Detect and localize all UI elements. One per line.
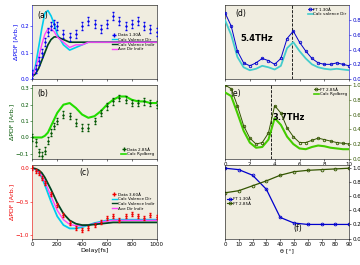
X-axis label: Frequency [THz]: Frequency [THz] [261, 169, 313, 174]
X-axis label: Delay[fs]: Delay[fs] [80, 248, 109, 253]
Legend: FT 1.30Å, FT 2.85Å: FT 1.30Å, FT 2.85Å [227, 197, 252, 206]
Text: (f): (f) [293, 224, 302, 233]
Legend: Data 2.85Å, Calc Rydberg: Data 2.85Å, Calc Rydberg [121, 147, 154, 157]
Text: (b): (b) [37, 89, 48, 98]
Y-axis label: ΔPDF [Arb.]: ΔPDF [Arb.] [14, 24, 19, 60]
Text: (c): (c) [80, 168, 90, 177]
Legend: Data 1.30Å, Calc Valence Dir, Calc Valence Indir, Ave Dir Indir: Data 1.30Å, Calc Valence Dir, Calc Valen… [111, 33, 154, 52]
Text: (d): (d) [235, 9, 246, 18]
Y-axis label: ΔPDF [Arb.]: ΔPDF [Arb.] [9, 184, 14, 220]
Text: (e): (e) [230, 89, 240, 98]
Text: 5.4THz: 5.4THz [240, 34, 273, 43]
X-axis label: θ [°]: θ [°] [280, 248, 294, 253]
Y-axis label: ΔPDF [Arb.]: ΔPDF [Arb.] [9, 104, 14, 140]
Legend: FT 2.85Å, Calc Rydberg: FT 2.85Å, Calc Rydberg [313, 87, 347, 96]
Legend: FT 1.30Å, Calc valence Dir: FT 1.30Å, Calc valence Dir [307, 7, 347, 17]
Text: (a): (a) [37, 11, 48, 20]
Legend: Data 3.60Å, Calc Valence Dir, Calc Valence Indir, Ave Dir Indir: Data 3.60Å, Calc Valence Dir, Calc Valen… [111, 192, 154, 211]
Text: 3.7THz: 3.7THz [272, 113, 305, 122]
